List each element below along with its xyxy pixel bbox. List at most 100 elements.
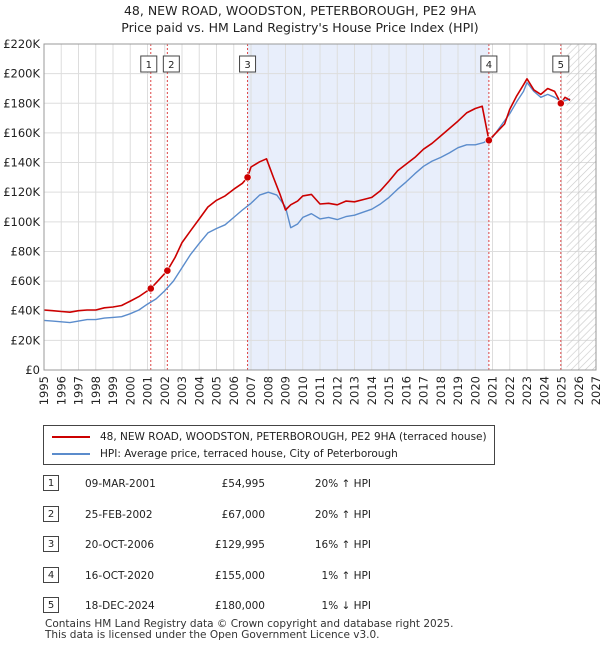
sale-price: £67,000: [221, 509, 265, 521]
x-tick-label: 2016: [399, 376, 413, 405]
table-row: 2 25-FEB-2002 £67,000 20% ↑ HPI: [43, 505, 443, 525]
x-tick-label: 2025: [555, 376, 569, 405]
sale-number-badge: 1: [43, 475, 59, 491]
x-tick-label: 2012: [330, 376, 344, 405]
property-series-line: [43, 78, 571, 313]
sale-date: 09-MAR-2001: [85, 478, 156, 490]
sale-marker-label-2: 2: [168, 60, 174, 71]
y-tick-label: £180K: [3, 96, 40, 110]
legend-label-property: 48, NEW ROAD, WOODSTON, PETERBOROUGH, PE…: [100, 431, 487, 443]
sale-marker-frame-1: [140, 55, 158, 73]
x-tick-label: 2021: [486, 376, 500, 405]
x-tick-label: 2027: [589, 376, 600, 405]
sale-marker-label-3: 3: [244, 60, 250, 71]
sale-marker-frame-5: [552, 55, 570, 73]
y-tick-label: £140K: [3, 156, 40, 170]
sale-point-5: [556, 99, 565, 108]
sale-marker-label-5: 5: [558, 60, 564, 71]
legend-swatch-hpi: [52, 453, 90, 455]
sale-number-badge: 3: [43, 536, 59, 552]
x-tick-label: 1996: [54, 376, 68, 405]
x-tick-label: 2009: [279, 376, 293, 405]
sale-price: £180,000: [214, 600, 265, 612]
x-tick-label: 2007: [244, 376, 258, 405]
sale-marker-frame-3: [239, 55, 257, 73]
sale-marker-label-4: 4: [486, 60, 492, 71]
x-tick-label: 2018: [434, 376, 448, 405]
x-tick-label: 2022: [503, 376, 517, 405]
y-tick-label: £100K: [3, 215, 40, 229]
legend-label-hpi: HPI: Average price, terraced house, City…: [100, 448, 398, 460]
sale-point-2: [163, 266, 172, 275]
x-tick-label: 2004: [192, 376, 206, 405]
x-tick-label: 2020: [468, 376, 482, 405]
footer-attribution: Contains HM Land Registry data © Crown c…: [45, 619, 453, 641]
title-line-1: 48, NEW ROAD, WOODSTON, PETERBOROUGH, PE…: [123, 3, 477, 18]
x-tick-label: 2024: [537, 376, 551, 405]
x-tick-label: 1997: [72, 376, 86, 405]
x-tick-label: 2015: [382, 376, 396, 405]
sale-date: 16-OCT-2020: [85, 570, 154, 582]
plot-frame: [43, 43, 597, 371]
x-tick-label: 2001: [141, 376, 155, 405]
x-tick-label: 2026: [572, 376, 586, 405]
sale-point-1: [146, 284, 155, 293]
sale-date: 18-DEC-2024: [85, 600, 155, 612]
x-tick-label: 2019: [451, 376, 465, 405]
sale-number-badge: 4: [43, 567, 59, 583]
sale-marker-box-5: 5: [552, 55, 570, 73]
footer-line-2: This data is licensed under the Open Gov…: [45, 629, 380, 641]
sale-number-badge: 2: [43, 506, 59, 522]
x-tick-label: 1998: [89, 376, 103, 405]
forecast-region: [566, 44, 596, 370]
sale-marker-label-1: 1: [146, 60, 152, 71]
y-tick-label: £80K: [11, 244, 41, 258]
y-tick-label: £20K: [11, 333, 41, 347]
x-tick-label: 2002: [158, 376, 172, 405]
sale-marker-box-2: 2: [162, 55, 180, 73]
sale-hpi-diff: 1% ↑ HPI: [321, 570, 371, 582]
sale-hpi-diff: 20% ↑ HPI: [314, 478, 371, 490]
table-row: 5 18-DEC-2024 £180,000 1% ↓ HPI: [43, 596, 443, 616]
x-tick-label: 2008: [261, 376, 275, 405]
legend-swatch-property: [52, 436, 90, 438]
x-tick-label: 2003: [175, 376, 189, 405]
sale-marker-box-1: 1: [140, 55, 158, 73]
x-tick-label: 2014: [365, 376, 379, 405]
sale-price: £54,995: [221, 478, 265, 490]
x-tick-label: 1999: [106, 376, 120, 405]
x-tick-label: 2005: [210, 376, 224, 405]
x-tick-label: 2011: [313, 376, 327, 405]
y-tick-label: £0: [25, 363, 40, 377]
sale-marker-box-3: 3: [239, 55, 257, 73]
sale-marker-frame-4: [480, 55, 498, 73]
legend: 48, NEW ROAD, WOODSTON, PETERBOROUGH, PE…: [43, 425, 495, 465]
y-tick-label: £120K: [3, 185, 40, 199]
x-tick-label: 2006: [227, 376, 241, 405]
sale-hpi-diff: 20% ↑ HPI: [314, 509, 371, 521]
y-tick-label: £160K: [3, 126, 40, 140]
sale-date: 25-FEB-2002: [85, 509, 153, 521]
sale-point-3: [243, 173, 252, 182]
sale-point-4: [484, 136, 493, 145]
sale-hpi-diff: 16% ↑ HPI: [314, 539, 371, 551]
footer-line-1: Contains HM Land Registry data © Crown c…: [45, 618, 454, 630]
y-tick-label: £60K: [11, 274, 41, 288]
sale-marker-box-4: 4: [480, 55, 498, 73]
x-tick-label: 2017: [417, 376, 431, 405]
x-tick-label: 1995: [37, 376, 51, 405]
x-tick-label: 2013: [348, 376, 362, 405]
table-row: 1 09-MAR-2001 £54,995 20% ↑ HPI: [43, 474, 443, 494]
title-line-2: Price paid vs. HM Land Registry's House …: [121, 20, 479, 35]
y-tick-label: £220K: [3, 37, 40, 51]
table-row: 3 20-OCT-2006 £129,995 16% ↑ HPI: [43, 535, 443, 555]
y-tick-label: £40K: [11, 304, 41, 318]
sale-price: £155,000: [214, 570, 265, 582]
x-tick-label: 2010: [296, 376, 310, 405]
x-tick-label: 2023: [520, 376, 534, 405]
sale-date: 20-OCT-2006: [85, 539, 154, 551]
sale-hpi-diff: 1% ↓ HPI: [321, 600, 371, 612]
sale-number-badge: 5: [43, 597, 59, 613]
table-row: 4 16-OCT-2020 £155,000 1% ↑ HPI: [43, 566, 443, 586]
sale-marker-frame-2: [162, 55, 180, 73]
